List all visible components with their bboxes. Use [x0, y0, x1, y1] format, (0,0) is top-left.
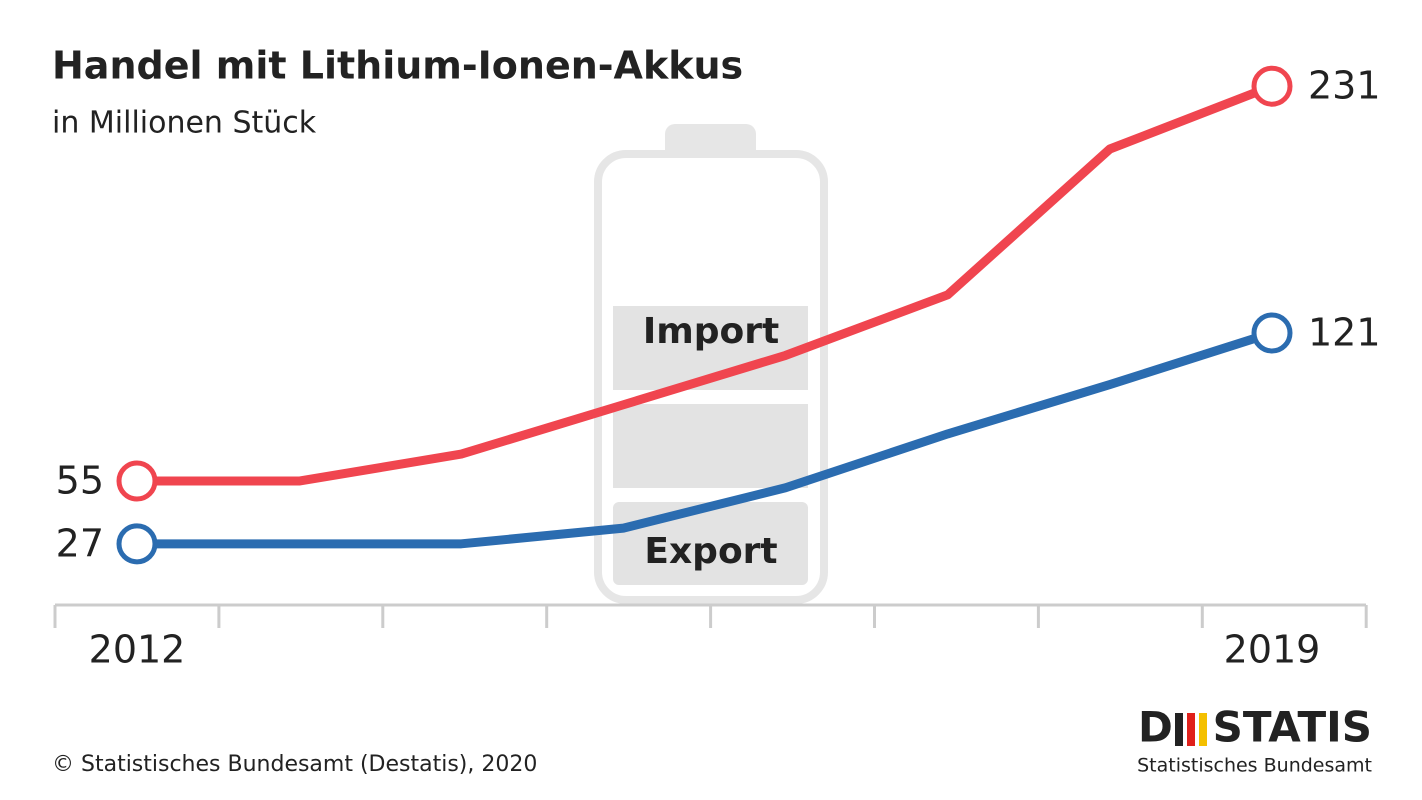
end-marker [116, 523, 158, 565]
battery-cell [613, 404, 808, 488]
legend-label: Export [644, 531, 777, 572]
logo-bar [1187, 713, 1195, 746]
logo-text: D [1138, 703, 1173, 752]
line [137, 328, 1274, 549]
end-marker [1251, 312, 1293, 354]
value-label: 231 [1308, 64, 1381, 108]
chart-title: Handel mit Lithium-Ionen-Akkus [52, 44, 743, 88]
value-label: 121 [1308, 310, 1381, 354]
value-label: 27 [56, 521, 104, 565]
logo-subtitle: Statistisches Bundesamt [1137, 755, 1372, 777]
x-tick-label: 2012 [89, 628, 186, 672]
logo-bar [1199, 713, 1207, 746]
x-ticks: 2012 2019 [53, 605, 1368, 672]
logo-text: STATIS [1213, 703, 1372, 752]
legend-label: Import [643, 311, 779, 352]
x-tick-label: 2019 [1224, 628, 1321, 672]
source: © Statistisches Bundesamt (Destatis), 20… [52, 752, 537, 777]
value-label: 55 [56, 459, 104, 503]
logo: D STATIS Statistisches Bundesamt [1137, 703, 1372, 777]
line [137, 81, 1274, 486]
end-marker [1251, 65, 1293, 107]
chart-subtitle: in Millionen Stück [52, 106, 317, 141]
logo-bar [1175, 713, 1183, 746]
end-marker [116, 460, 158, 502]
plot: 55 231 27 121 [56, 64, 1381, 566]
